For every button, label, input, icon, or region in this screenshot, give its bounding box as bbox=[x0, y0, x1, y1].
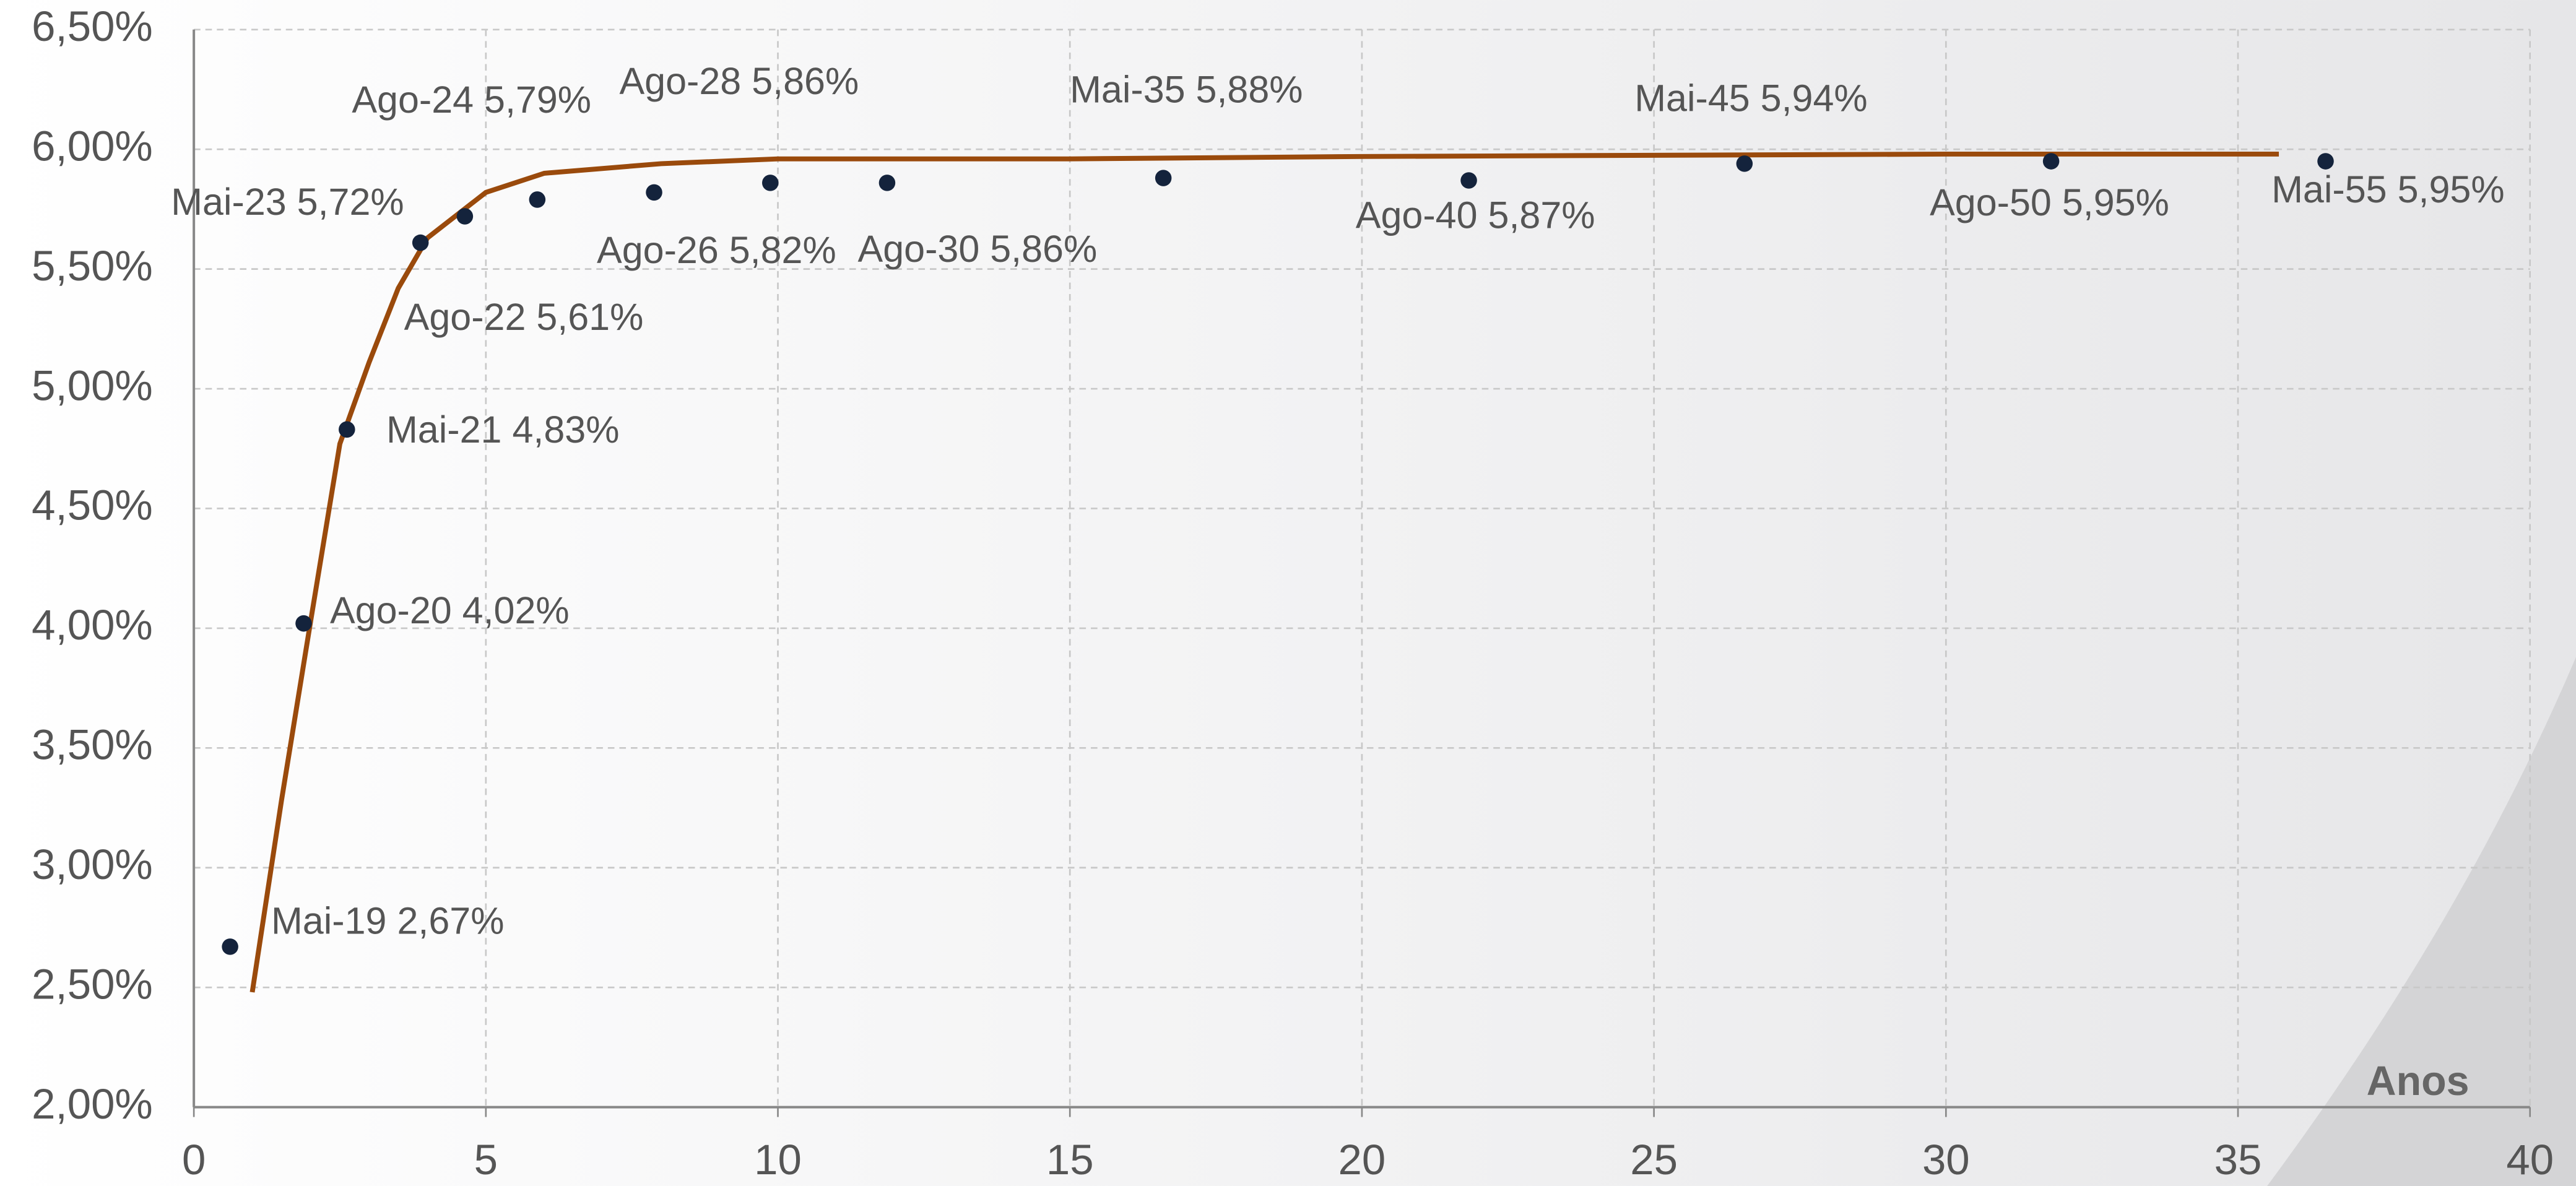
x-tick-label: 5 bbox=[474, 1136, 498, 1184]
y-tick-label: 2,50% bbox=[32, 960, 153, 1008]
y-tick-label: 6,00% bbox=[32, 122, 153, 170]
data-label: Ago-26 5,82% bbox=[597, 229, 836, 271]
point-name: Ago-26 bbox=[597, 229, 719, 271]
point-name: Ago-30 bbox=[858, 228, 980, 270]
value-label: 5,88% bbox=[1196, 69, 1303, 111]
point-name: Ago-22 bbox=[404, 296, 526, 338]
point-name: Ago-40 bbox=[1356, 194, 1478, 236]
data-label: Ago-24 5,79% bbox=[352, 79, 591, 121]
x-tick-label: 20 bbox=[1338, 1136, 1386, 1184]
point bbox=[1155, 170, 1172, 186]
value-label: 4,02% bbox=[462, 589, 570, 631]
value-label: 5,87% bbox=[1488, 194, 1595, 236]
data-label: Mai-55 5,95% bbox=[2271, 168, 2504, 210]
y-tick-label: 2,00% bbox=[32, 1080, 153, 1128]
x-tick-label: 40 bbox=[2506, 1136, 2554, 1184]
point-name: Ago-24 bbox=[352, 79, 474, 121]
point bbox=[529, 191, 546, 208]
x-tick-label: 10 bbox=[754, 1136, 802, 1184]
point bbox=[456, 208, 474, 225]
value-label: 5,95% bbox=[2062, 181, 2169, 223]
point bbox=[1736, 155, 1753, 172]
data-label: Ago-40 5,87% bbox=[1356, 194, 1595, 236]
value-label: 5,86% bbox=[990, 228, 1097, 270]
point-name: Ago-20 bbox=[330, 589, 452, 631]
y-tick-label: 5,00% bbox=[32, 361, 153, 409]
value-label: 5,79% bbox=[484, 79, 591, 121]
value-label: 5,82% bbox=[729, 229, 836, 271]
point bbox=[761, 175, 779, 191]
point bbox=[1460, 172, 1477, 189]
data-label: Mai-35 5,88% bbox=[1070, 69, 1303, 111]
point-name: Mai-19 bbox=[271, 899, 387, 941]
point-name: Mai-35 bbox=[1070, 69, 1186, 111]
y-tick-label: 3,00% bbox=[32, 841, 153, 888]
data-label: Ago-28 5,86% bbox=[619, 60, 859, 102]
value-label: 5,72% bbox=[297, 181, 404, 223]
value-label: 4,83% bbox=[512, 409, 619, 451]
value-label: 2,67% bbox=[397, 899, 504, 941]
point bbox=[339, 421, 355, 438]
data-label: Mai-19 2,67% bbox=[271, 899, 504, 941]
x-axis-label: Anos bbox=[2367, 1058, 2470, 1104]
decoration bbox=[2267, 657, 2576, 1186]
y-tick-label: 5,50% bbox=[32, 242, 153, 290]
value-label: 5,94% bbox=[1761, 77, 1868, 119]
point-name: Mai-55 bbox=[2271, 168, 2387, 210]
point bbox=[295, 615, 312, 632]
x-tick-label: 0 bbox=[182, 1136, 206, 1184]
y-tick-label: 4,00% bbox=[32, 601, 153, 649]
point bbox=[222, 938, 238, 955]
point bbox=[646, 184, 662, 201]
point-name: Mai-23 bbox=[171, 181, 287, 223]
point-name: Ago-50 bbox=[1930, 181, 2052, 223]
data-label: Ago-20 4,02% bbox=[330, 589, 570, 631]
point-name: Ago-28 bbox=[619, 60, 741, 102]
value-label: 5,95% bbox=[2398, 168, 2505, 210]
y-tick-label: 4,50% bbox=[32, 482, 153, 529]
y-tick-label: 6,50% bbox=[32, 2, 153, 50]
x-tick-label: 25 bbox=[1630, 1136, 1678, 1184]
data-label: Ago-30 5,86% bbox=[858, 228, 1098, 270]
point bbox=[878, 175, 896, 191]
value-label: 5,86% bbox=[752, 60, 859, 102]
data-label: Mai-45 5,94% bbox=[1634, 77, 1867, 119]
fitted-curve bbox=[249, 151, 2279, 993]
point-name: Mai-45 bbox=[1634, 77, 1750, 119]
y-tick-label: 3,50% bbox=[32, 721, 153, 769]
x-tick-label: 30 bbox=[1922, 1136, 1970, 1184]
point bbox=[2042, 153, 2060, 170]
data-label: Mai-21 4,83% bbox=[386, 409, 619, 451]
x-tick-label: 15 bbox=[1046, 1136, 1094, 1184]
value-label: 5,61% bbox=[536, 296, 643, 338]
data-label: Ago-50 5,95% bbox=[1930, 181, 2169, 223]
point bbox=[412, 234, 429, 251]
x-tick-label: 35 bbox=[2214, 1136, 2262, 1184]
data-label: Ago-22 5,61% bbox=[404, 296, 644, 338]
point bbox=[2317, 153, 2334, 170]
point-name: Mai-21 bbox=[386, 409, 502, 451]
data-label: Mai-23 5,72% bbox=[171, 181, 404, 223]
